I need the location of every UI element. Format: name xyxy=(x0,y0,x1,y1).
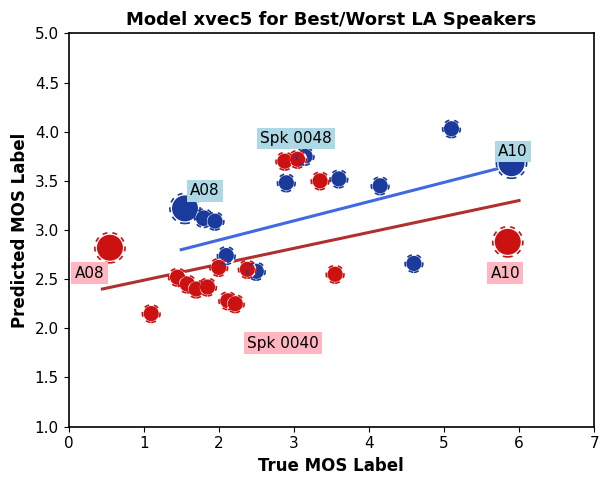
Point xyxy=(173,273,182,281)
Point xyxy=(223,297,232,305)
Point xyxy=(180,205,190,212)
Point xyxy=(330,270,340,278)
Point xyxy=(231,300,240,308)
Point xyxy=(192,285,201,293)
Point xyxy=(231,300,240,308)
Point xyxy=(221,252,231,260)
Point xyxy=(334,175,344,183)
Point xyxy=(210,217,220,225)
Point xyxy=(330,270,340,278)
Point xyxy=(210,217,220,225)
Point xyxy=(210,217,220,225)
Point xyxy=(300,153,310,160)
Point xyxy=(281,179,291,187)
Point xyxy=(214,263,224,271)
Point xyxy=(280,157,290,165)
Point xyxy=(214,263,224,271)
Point xyxy=(180,205,190,212)
Point xyxy=(503,238,512,246)
Point xyxy=(507,159,517,167)
Point xyxy=(503,238,512,246)
Point xyxy=(293,156,303,163)
Point xyxy=(146,310,156,317)
Point xyxy=(251,267,261,275)
Point xyxy=(199,214,209,222)
Text: Spk 0040: Spk 0040 xyxy=(247,335,319,350)
Point xyxy=(251,267,261,275)
Text: Spk 0048: Spk 0048 xyxy=(260,131,332,146)
Point xyxy=(199,214,209,222)
Point xyxy=(507,159,517,167)
Point xyxy=(334,175,344,183)
Point xyxy=(447,125,456,133)
Text: A08: A08 xyxy=(190,183,220,198)
Point xyxy=(330,270,340,278)
Point xyxy=(242,265,252,273)
Point xyxy=(192,285,201,293)
Point xyxy=(280,157,290,165)
Point xyxy=(503,238,512,246)
Point xyxy=(203,283,212,291)
Point xyxy=(281,179,291,187)
Point xyxy=(447,125,456,133)
Point xyxy=(182,280,192,288)
Point xyxy=(146,310,156,317)
Point xyxy=(315,177,325,185)
Title: Model xvec5 for Best/Worst LA Speakers: Model xvec5 for Best/Worst LA Speakers xyxy=(126,11,536,29)
Point xyxy=(280,157,290,165)
Point xyxy=(192,285,201,293)
Point xyxy=(203,283,212,291)
Point xyxy=(203,283,212,291)
Text: A10: A10 xyxy=(498,144,528,159)
Point xyxy=(221,252,231,260)
Point xyxy=(173,273,182,281)
Point xyxy=(447,125,456,133)
Point xyxy=(293,156,303,163)
Point xyxy=(409,260,419,267)
Point xyxy=(182,280,192,288)
Point xyxy=(409,260,419,267)
Point xyxy=(251,267,261,275)
Point xyxy=(105,244,115,252)
Point xyxy=(375,182,385,190)
Point xyxy=(300,153,310,160)
Point xyxy=(300,153,310,160)
Point xyxy=(242,265,252,273)
Point xyxy=(231,300,240,308)
Point xyxy=(293,156,303,163)
Point xyxy=(334,175,344,183)
Point xyxy=(375,182,385,190)
Point xyxy=(199,214,209,222)
Text: A10: A10 xyxy=(490,266,520,281)
Point xyxy=(221,252,231,260)
Point xyxy=(315,177,325,185)
Point xyxy=(146,310,156,317)
Point xyxy=(409,260,419,267)
Point xyxy=(242,265,252,273)
Point xyxy=(173,273,182,281)
X-axis label: True MOS Label: True MOS Label xyxy=(259,457,404,475)
Point xyxy=(507,159,517,167)
Y-axis label: Predicted MOS Label: Predicted MOS Label xyxy=(11,132,29,328)
Point xyxy=(223,297,232,305)
Text: A08: A08 xyxy=(74,266,104,281)
Point xyxy=(281,179,291,187)
Point xyxy=(180,205,190,212)
Point xyxy=(182,280,192,288)
Point xyxy=(105,244,115,252)
Point xyxy=(105,244,115,252)
Point xyxy=(315,177,325,185)
Point xyxy=(375,182,385,190)
Point xyxy=(214,263,224,271)
Point xyxy=(223,297,232,305)
